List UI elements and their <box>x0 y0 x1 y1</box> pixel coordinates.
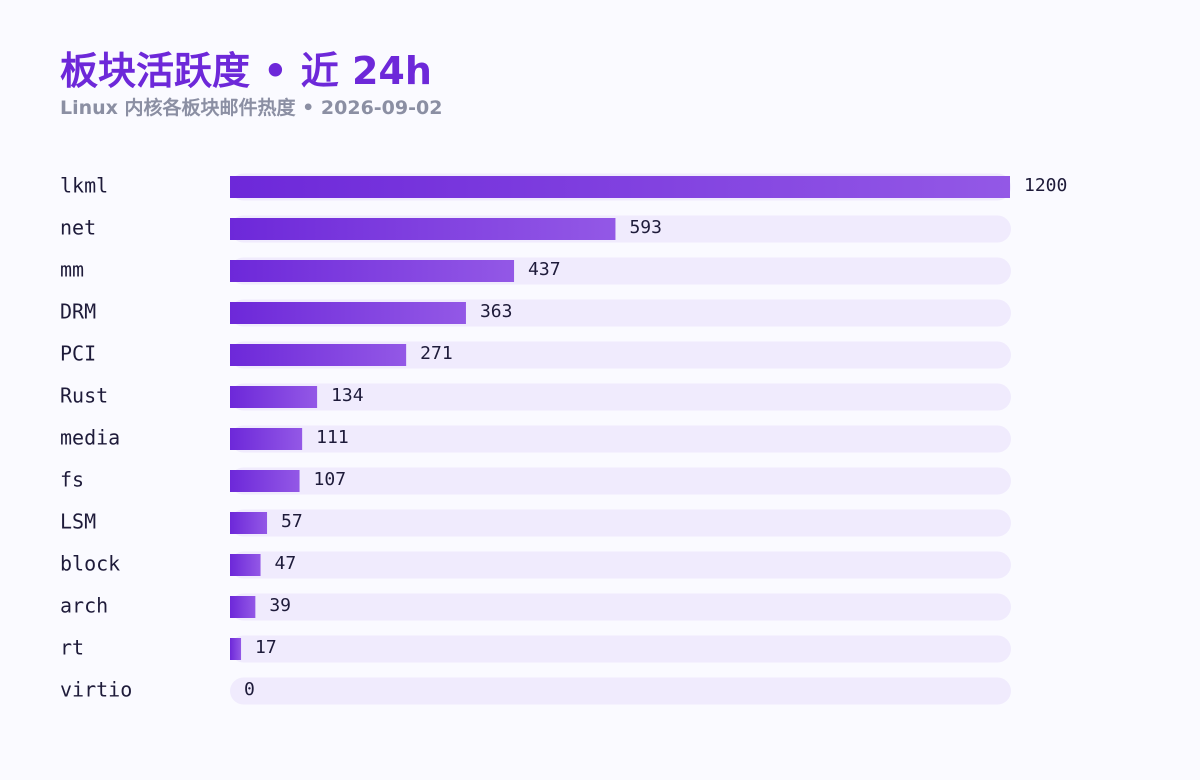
value-label: 107 <box>314 469 347 490</box>
value-label: 271 <box>420 343 453 364</box>
category-label: media <box>60 426 120 450</box>
bar-track <box>230 467 1011 495</box>
bar <box>230 596 256 618</box>
bar-track <box>230 509 1011 537</box>
bar <box>230 260 515 282</box>
bar <box>230 638 242 660</box>
bar-track <box>230 341 1011 369</box>
bar <box>230 512 268 534</box>
bar-track <box>230 551 1011 579</box>
bar <box>230 428 303 450</box>
category-label: DRM <box>60 300 96 324</box>
category-label: net <box>60 216 96 240</box>
value-label: 47 <box>275 553 297 574</box>
bar <box>230 470 300 492</box>
category-label: rt <box>60 636 84 660</box>
value-label: 1200 <box>1024 175 1067 196</box>
category-label: arch <box>60 594 108 618</box>
value-label: 437 <box>528 259 561 280</box>
value-label: 111 <box>316 427 349 448</box>
value-label: 134 <box>331 385 364 406</box>
bar <box>230 386 318 408</box>
category-label: fs <box>60 468 84 492</box>
category-label: mm <box>60 258 84 282</box>
category-label: virtio <box>60 678 132 702</box>
value-label: 17 <box>255 637 277 658</box>
bar <box>230 176 1010 198</box>
category-label: lkml <box>60 174 108 198</box>
category-label: block <box>60 552 120 576</box>
category-label: Rust <box>60 384 108 408</box>
value-label: 0 <box>244 679 255 700</box>
bar <box>230 554 261 576</box>
bar-track <box>230 635 1011 663</box>
value-label: 593 <box>629 217 662 238</box>
bar-track <box>230 425 1011 453</box>
chart-subtitle: Linux 内核各板块邮件热度 • 2026-09-02 <box>60 97 443 119</box>
bar-track <box>230 383 1011 411</box>
value-label: 39 <box>269 595 291 616</box>
chart-title: 板块活跃度 • 近 24h <box>60 49 432 93</box>
value-label: 363 <box>480 301 513 322</box>
category-label: PCI <box>60 342 96 366</box>
value-label: 57 <box>281 511 303 532</box>
bar <box>230 218 616 240</box>
bar-track <box>230 593 1011 621</box>
bar <box>230 344 407 366</box>
category-label: LSM <box>60 510 96 534</box>
bar <box>230 302 466 324</box>
bar-track <box>230 677 1011 705</box>
